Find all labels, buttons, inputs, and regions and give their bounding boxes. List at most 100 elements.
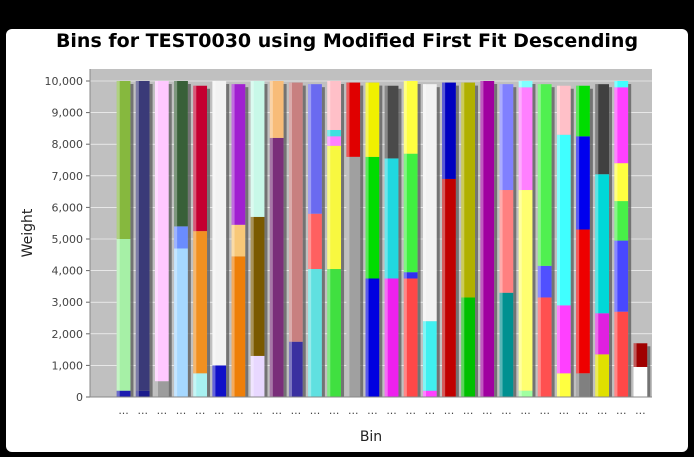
bar-segment	[614, 240, 629, 312]
x-tick-label: ...	[118, 404, 129, 417]
bar-segment-highlight	[308, 269, 312, 397]
bar-segment-highlight	[422, 84, 426, 322]
bin-11	[308, 84, 325, 397]
bar-segment-highlight	[442, 178, 446, 397]
bin-13	[346, 82, 364, 397]
x-tick-label: ...	[252, 404, 263, 417]
bar-segment-highlight	[595, 84, 599, 175]
bar-segment	[614, 87, 629, 164]
bar-segment	[327, 136, 342, 146]
bar-segment	[537, 84, 552, 266]
bar-segment-highlight	[288, 82, 292, 342]
bar-shadow	[532, 84, 536, 397]
bar-shadow	[264, 84, 268, 397]
y-tick-label: 5,000	[52, 233, 84, 246]
bar-segment-highlight	[116, 81, 120, 239]
bar-segment	[442, 178, 456, 397]
bar-segment-highlight	[518, 190, 522, 391]
x-tick-label: ...	[616, 404, 627, 417]
bin-16	[403, 81, 421, 397]
bin-3	[154, 81, 172, 397]
bar-segment-highlight	[595, 313, 599, 355]
x-axis-ticks: ........................................…	[90, 396, 652, 417]
bar-segment	[499, 190, 514, 293]
x-tick-label: ...	[233, 404, 244, 417]
bar-shadow	[226, 84, 230, 397]
bar-segment	[308, 84, 322, 214]
bar-segment-highlight	[461, 297, 465, 397]
bar-segment	[212, 81, 227, 366]
bar-segment	[288, 341, 303, 397]
x-tick-label: ...	[157, 404, 168, 417]
bar-segment-highlight	[556, 305, 560, 374]
bar-segment	[403, 278, 418, 397]
bar-segment	[518, 190, 533, 391]
bin-6	[212, 81, 230, 397]
y-tick-label: 3,000	[52, 296, 84, 309]
bar-segment-highlight	[614, 240, 618, 312]
bar-shadow	[360, 85, 364, 397]
bar-segment-highlight	[212, 81, 216, 366]
bar-segment	[193, 85, 208, 232]
bar-shadow	[149, 84, 153, 397]
bar-segment-highlight	[403, 153, 407, 273]
bar-segment-highlight	[576, 373, 580, 397]
bar-segment-highlight	[537, 84, 541, 266]
bar-segment	[595, 313, 610, 355]
bar-segment-highlight	[327, 81, 331, 130]
bar-segment	[116, 239, 131, 391]
bar-segment-highlight	[614, 87, 618, 164]
y-tick-label: 2,000	[52, 328, 84, 341]
bar-segment-highlight	[614, 163, 618, 202]
bin-18	[442, 82, 459, 397]
bar-segment-highlight	[154, 81, 158, 382]
bar-segment-highlight	[250, 216, 254, 356]
bar-segment	[327, 145, 342, 270]
bar-segment	[403, 272, 418, 279]
bar-shadow	[436, 87, 440, 397]
x-tick-label: ...	[597, 404, 608, 417]
bar-segment	[327, 269, 342, 397]
bar-segment-highlight	[231, 256, 235, 397]
bar-shadow	[207, 88, 211, 398]
y-tick-label: 0	[76, 391, 83, 404]
x-tick-label: ...	[501, 404, 512, 417]
bin-4	[174, 81, 191, 397]
bar-segment-highlight	[327, 129, 331, 137]
bar-segment-highlight	[614, 311, 618, 397]
bin-24	[556, 85, 574, 398]
bar-segment-highlight	[231, 84, 235, 225]
bar-segment-highlight	[499, 190, 503, 293]
bar-segment	[154, 381, 169, 397]
bar-segment	[556, 134, 571, 306]
bar-segment	[556, 305, 571, 374]
x-tick-label: ...	[635, 404, 646, 417]
bar-segment	[384, 278, 399, 397]
y-tick-label: 7,000	[52, 170, 84, 183]
bar-segment	[384, 85, 399, 159]
bar-shadow	[321, 87, 325, 397]
y-axis-label: Weight	[20, 208, 36, 257]
bar-segment-highlight	[327, 145, 331, 270]
bar-shadow	[609, 87, 613, 397]
bar-segment-highlight	[384, 158, 388, 279]
bar-segment-highlight	[576, 85, 580, 137]
bar-segment	[231, 224, 246, 257]
bar-segment-highlight	[174, 81, 178, 227]
bar-segment-highlight	[614, 81, 618, 88]
bar-shadow	[379, 85, 383, 397]
bar-segment-highlight	[212, 365, 216, 397]
x-tick-label: ...	[214, 404, 225, 417]
bar-segment	[403, 81, 418, 154]
bin-27	[614, 81, 632, 397]
bar-segment	[480, 81, 495, 397]
bar-shadow	[647, 346, 651, 397]
bar-segment	[346, 82, 361, 157]
bar-segment	[595, 354, 610, 397]
bar-segment-highlight	[422, 390, 426, 397]
bar-segment-highlight	[633, 366, 637, 397]
y-tick-label: 6,000	[52, 201, 84, 214]
bar-segment	[614, 163, 629, 202]
bar-segment-highlight	[537, 297, 541, 397]
